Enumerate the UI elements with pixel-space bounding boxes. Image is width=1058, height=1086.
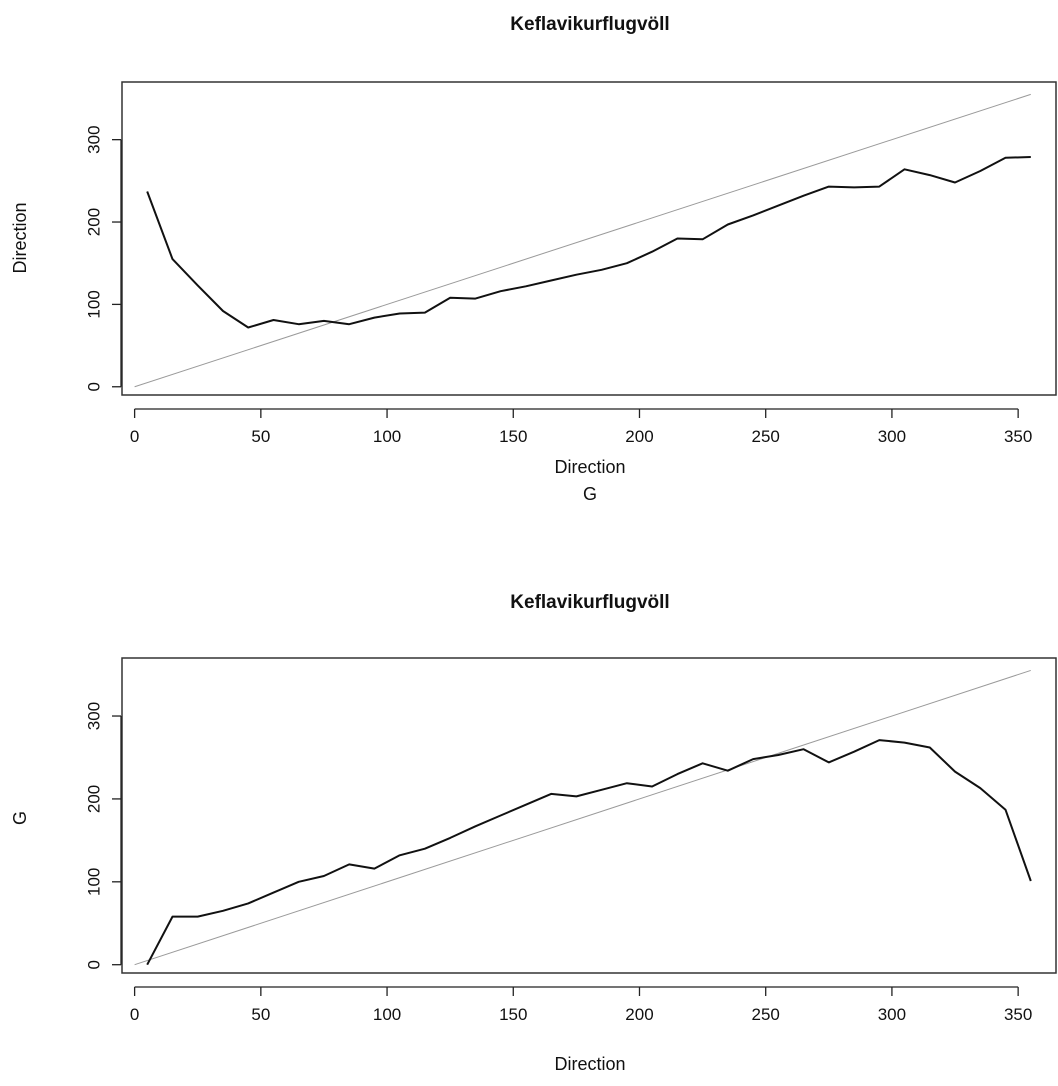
- plot-frame: [121, 81, 1057, 396]
- y-tick-label: 300: [85, 125, 104, 153]
- series-line: [146, 739, 1032, 966]
- x-tick-label: 50: [251, 427, 270, 446]
- plot-frame: [121, 657, 1057, 974]
- chart-panel-bottom: Keflavikurflugvöll Direction G 0 50 100 150…: [10, 592, 1057, 1074]
- x-axis-label: Direction: [554, 457, 625, 477]
- y-tick-label: 200: [85, 785, 104, 813]
- reference-line: [134, 93, 1031, 388]
- y-axis-label: G: [10, 811, 30, 825]
- y-tick-label: 200: [85, 208, 104, 236]
- x-tick-label: 300: [878, 427, 906, 446]
- x-tick-label: 50: [251, 1005, 270, 1024]
- x-tick-label: 200: [625, 1005, 653, 1024]
- x-tick-label: 100: [373, 427, 401, 446]
- reference-line: [134, 669, 1031, 966]
- y-tick-label: 0: [85, 960, 104, 969]
- x-tick-label: 0: [130, 427, 139, 446]
- x-tick-label: 300: [878, 1005, 906, 1024]
- x-tick-label: 350: [1004, 427, 1032, 446]
- series-line: [146, 156, 1031, 329]
- x-axis-sub-label: G: [583, 484, 597, 504]
- y-tick-label: 0: [85, 382, 104, 391]
- x-tick-label: 150: [499, 1005, 527, 1024]
- y-tick-label: 100: [85, 290, 104, 318]
- x-tick-label: 0: [130, 1005, 139, 1024]
- x-axis-label: Direction: [554, 1054, 625, 1074]
- x-tick-label: 150: [499, 427, 527, 446]
- y-tick-label: 100: [85, 868, 104, 896]
- x-tick-label: 200: [625, 427, 653, 446]
- x-tick-label: 250: [752, 1005, 780, 1024]
- y-tick-label: 300: [85, 702, 104, 730]
- x-tick-label: 250: [752, 427, 780, 446]
- chart-title: Keflavikurflugvöll: [510, 14, 669, 35]
- x-tick-label: 100: [373, 1005, 401, 1024]
- y-axis-label: Direction: [10, 202, 30, 273]
- chart-panel-top: Keflavikurflugvöll Direction G Direction…: [10, 14, 1057, 504]
- chart-title: Keflavikurflugvöll: [510, 592, 669, 613]
- x-tick-label: 350: [1004, 1005, 1032, 1024]
